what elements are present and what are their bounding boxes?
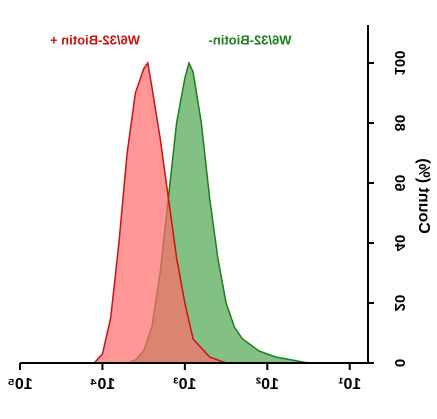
plot: Count (%) 0 20 40 60 80 100 10¹ 10² 10³ 10⁴ 10⁵ W6/… — [7, 25, 432, 393]
x-tick-label: 10⁴ — [89, 376, 115, 393]
y-tick-label: 100 — [391, 50, 408, 75]
legend-label: W6/32-Biotin + — [50, 32, 140, 47]
y-tick-label: 0 — [391, 359, 408, 367]
y-tick-label: 60 — [391, 175, 408, 192]
y-tick-label: 80 — [391, 115, 408, 132]
y-tick-label: 20 — [391, 295, 408, 312]
y-axis-label: Count (%) — [415, 158, 432, 234]
x-tick-label: 10⁵ — [7, 376, 32, 393]
x-tick-label: 10¹ — [338, 376, 361, 393]
legend-label: W6/32-Biotin- — [208, 32, 291, 47]
area-fill — [94, 63, 227, 363]
y-tick-label: 40 — [391, 235, 408, 252]
x-tick-label: 10³ — [173, 376, 196, 393]
series-line — [93, 61, 227, 364]
x-tick-label: 10² — [256, 376, 279, 393]
